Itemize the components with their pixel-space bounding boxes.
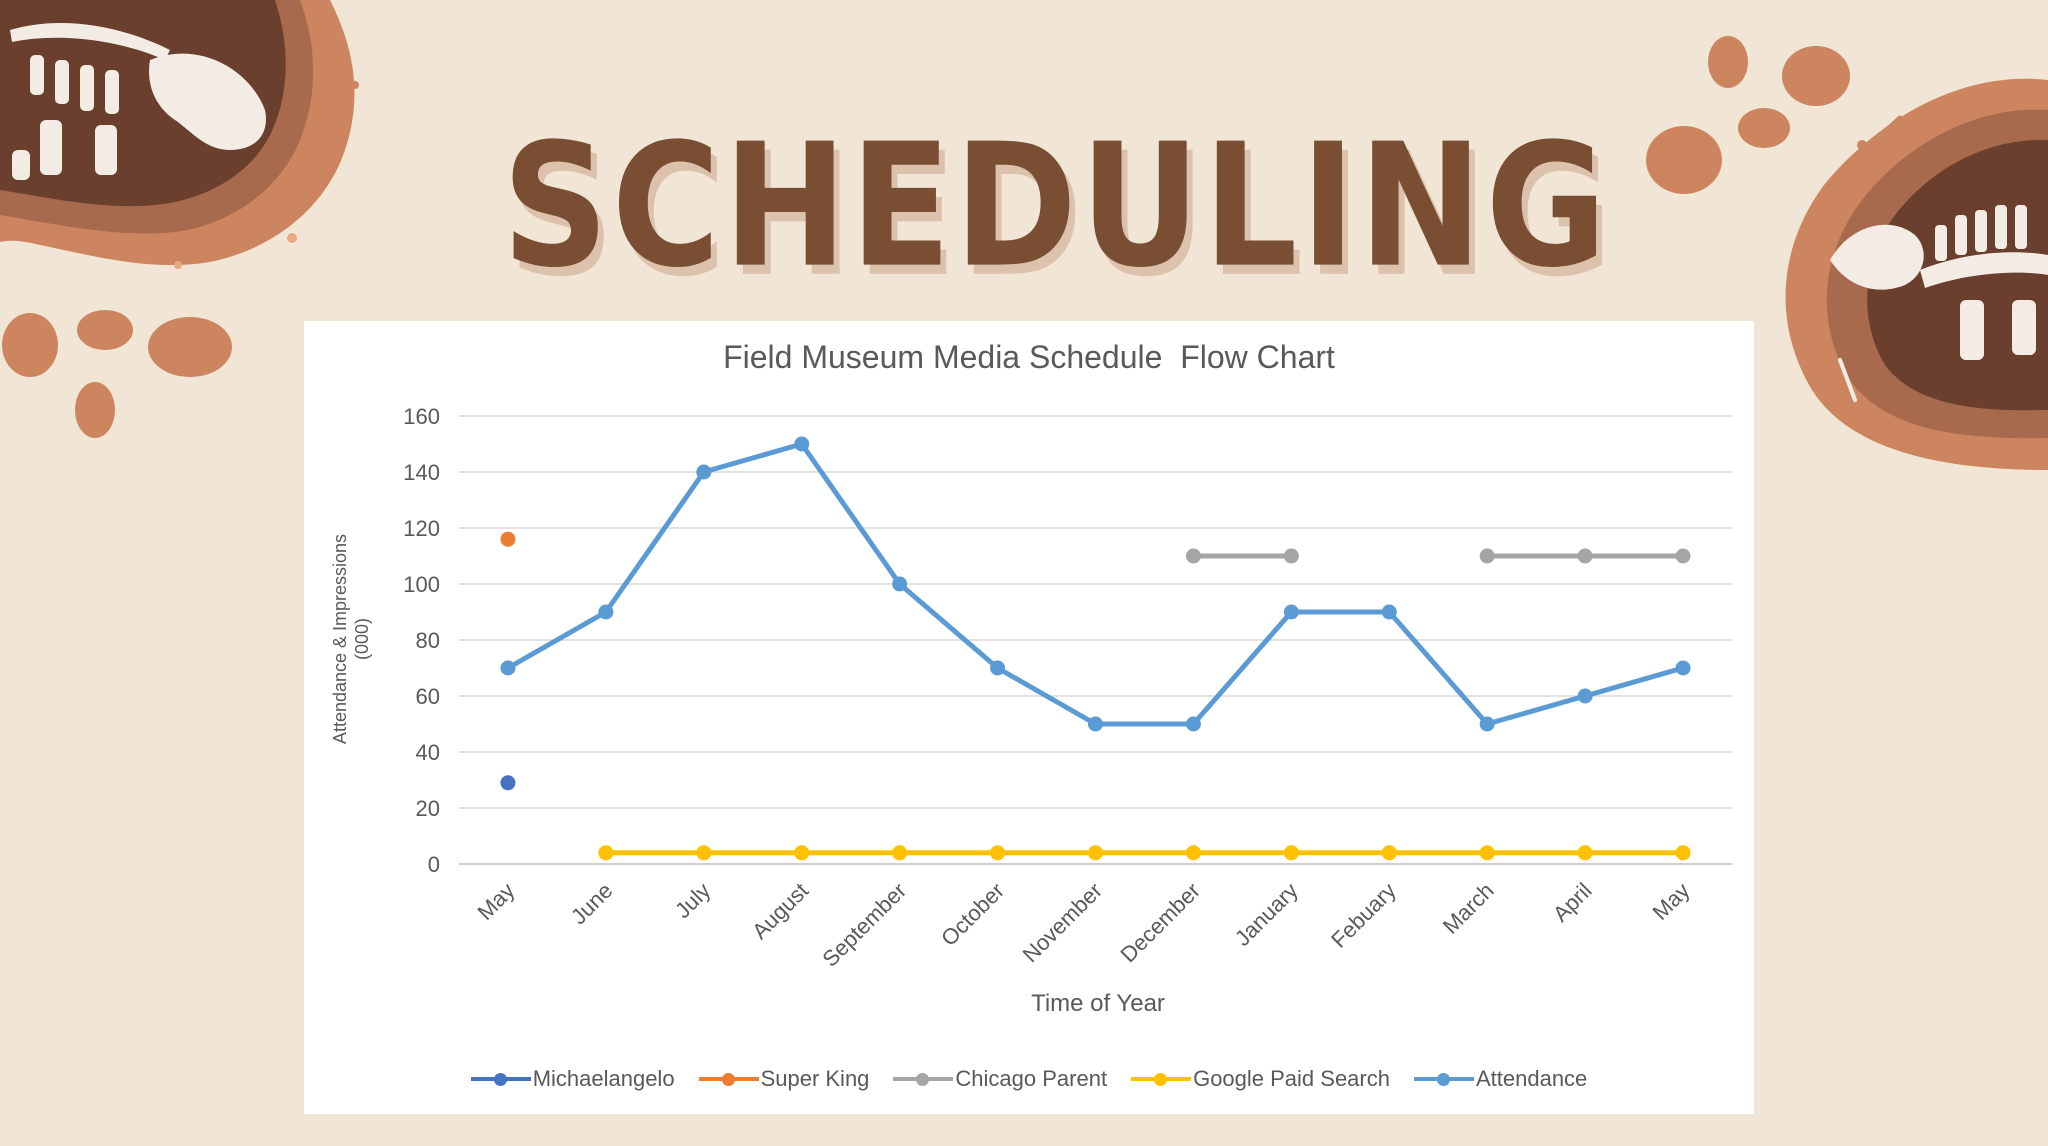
series-chicago-parent: [1185, 548, 1691, 564]
legend-label: Google Paid Search: [1193, 1066, 1390, 1091]
legend-label: Chicago Parent: [955, 1066, 1108, 1091]
x-tick-label: March: [1438, 878, 1499, 939]
y-tick-label: 60: [416, 684, 440, 709]
x-tick-label: June: [566, 878, 617, 929]
data-point-google-paid-search: [1088, 845, 1103, 861]
x-tick-label: November: [1018, 878, 1107, 967]
data-point-chicago-parent: [1577, 548, 1593, 564]
x-tick-label: July: [670, 878, 715, 923]
data-point-chicago-parent: [1283, 548, 1299, 564]
data-point-google-paid-search: [1283, 845, 1299, 861]
y-tick-label: 160: [403, 404, 440, 429]
x-tick-label: Febuary: [1326, 878, 1401, 953]
chart-card: Field Museum Media Schedule Flow Chart 0…: [304, 321, 1754, 1114]
y-tick-label: 120: [403, 516, 440, 541]
data-point-chicago-parent: [1479, 548, 1495, 564]
data-point-google-paid-search: [598, 845, 614, 861]
data-point-attendance: [1185, 716, 1201, 732]
chart-title: Field Museum Media Schedule Flow Chart: [723, 339, 1335, 375]
data-point-attendance: [1675, 660, 1691, 676]
data-point-google-paid-search: [1675, 845, 1691, 861]
y-tick-label: 80: [416, 628, 440, 653]
x-tick-label: December: [1116, 878, 1205, 967]
legend-item-michaelangelo: Michaelangelo: [470, 1066, 675, 1092]
data-point-google-paid-search: [1185, 845, 1201, 861]
legend-swatch: [1413, 1073, 1474, 1086]
x-axis-title: Time of Year: [1031, 990, 1165, 1017]
data-point-google-paid-search: [1381, 845, 1397, 861]
chart-legend: Michaelangelo Super King Chicago Parent Goo…: [304, 1066, 1754, 1092]
series-attendance: [500, 436, 1691, 732]
legend-label: Michaelangelo: [532, 1066, 675, 1091]
data-point-attendance: [696, 464, 712, 480]
legend-item-super-king: Super King: [698, 1066, 870, 1092]
data-point-super-king: [500, 531, 516, 547]
data-point-google-paid-search: [1577, 845, 1593, 861]
series-super-king: [500, 531, 516, 547]
x-tick-label: January: [1230, 878, 1303, 951]
data-point-attendance: [990, 660, 1006, 676]
data-point-google-paid-search: [990, 845, 1006, 861]
data-point-attendance: [1283, 604, 1299, 620]
legend-swatch: [893, 1073, 954, 1086]
data-point-attendance: [500, 660, 516, 676]
x-tick-label: October: [936, 878, 1009, 951]
data-point-attendance: [1577, 688, 1593, 704]
x-tick-label: September: [817, 878, 911, 972]
x-tick-label: May: [1648, 878, 1695, 925]
data-point-google-paid-search: [892, 845, 908, 861]
x-tick-label: April: [1548, 878, 1597, 927]
data-point-attendance: [794, 436, 810, 452]
legend-item-attendance: Attendance: [1413, 1066, 1588, 1092]
series-google-paid-search: [598, 845, 1691, 861]
legend-swatch: [470, 1073, 531, 1086]
legend-item-chicago-parent: Chicago Parent: [893, 1066, 1107, 1092]
y-tick-label: 20: [416, 796, 440, 821]
data-point-attendance: [892, 576, 908, 592]
data-point-attendance: [1479, 716, 1495, 732]
x-tick-label: August: [747, 878, 813, 944]
slide-title: SCHEDULING: [502, 107, 1610, 305]
y-tick-label: 0: [428, 852, 440, 877]
legend-swatch: [698, 1073, 759, 1086]
y-tick-label: 100: [403, 572, 440, 597]
data-point-google-paid-search: [794, 845, 810, 861]
y-axis-title: Attendance & Impressions (000): [330, 533, 372, 745]
data-point-attendance: [1381, 604, 1397, 620]
legend-label: Super King: [760, 1066, 870, 1091]
legend-swatch: [1131, 1073, 1192, 1086]
data-point-attendance: [1088, 716, 1103, 732]
data-point-michaelangelo: [500, 775, 516, 791]
data-point-google-paid-search: [696, 845, 712, 861]
fossil-decoration-left: [0, 0, 359, 438]
legend-label: Attendance: [1475, 1066, 1588, 1091]
data-point-google-paid-search: [1479, 845, 1495, 861]
y-tick-label: 140: [403, 460, 440, 485]
x-tick-label: May: [472, 878, 519, 925]
y-tick-label: 40: [416, 740, 440, 765]
legend-item-google-paid-search: Google Paid Search: [1131, 1066, 1390, 1092]
data-point-chicago-parent: [1675, 548, 1691, 564]
data-point-attendance: [598, 604, 614, 620]
data-point-chicago-parent: [1185, 548, 1201, 564]
line-chart: 0 20 40 60 80 100 120 140 160 May June July August S…: [403, 404, 1732, 972]
series-michaelangelo: [500, 775, 516, 791]
